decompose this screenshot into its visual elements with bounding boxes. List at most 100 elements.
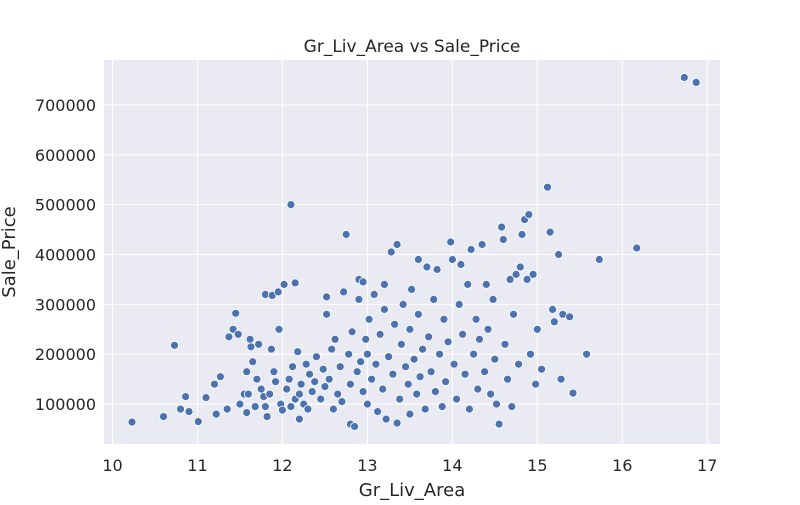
- scatter-point: [367, 374, 377, 384]
- scatter-point: [481, 279, 491, 289]
- scatter-point: [413, 255, 423, 264]
- scatter-point: [296, 379, 306, 389]
- scatter-point: [294, 414, 304, 424]
- scatter-point: [127, 417, 137, 427]
- scatter-point: [224, 332, 234, 342]
- scatter-point: [395, 394, 405, 404]
- scatter-point: [335, 362, 345, 372]
- scatter-point: [537, 364, 546, 374]
- scatter-point: [386, 247, 396, 257]
- scatter-point: [181, 392, 191, 402]
- scatter-point: [362, 399, 372, 409]
- scatter-point: [362, 349, 372, 359]
- scatter-point: [471, 314, 481, 324]
- scatter-point: [526, 349, 535, 359]
- scatter-point: [548, 304, 557, 314]
- scatter-point: [460, 369, 470, 379]
- scatter-point: [415, 372, 425, 382]
- scatter-point: [235, 399, 245, 409]
- scatter-point: [327, 344, 337, 354]
- scatter-point: [375, 329, 385, 339]
- scatter-point: [288, 362, 298, 372]
- scatter-point: [517, 230, 527, 239]
- scatter-point: [266, 344, 276, 354]
- data-points: [127, 73, 701, 431]
- scatter-point: [392, 418, 402, 428]
- y-axis-label: Sale_Price: [0, 206, 20, 297]
- scatter-point: [473, 384, 483, 394]
- scatter-point: [352, 367, 362, 377]
- scatter-point: [303, 404, 313, 414]
- scatter-point: [426, 367, 436, 377]
- x-tick-label: 10: [102, 456, 122, 475]
- scatter-point: [379, 304, 389, 314]
- scatter-point: [282, 384, 292, 394]
- scatter-point: [454, 299, 464, 309]
- scatter-point: [318, 364, 328, 374]
- scatter-point: [381, 414, 391, 424]
- scatter-point: [511, 269, 521, 279]
- scatter-point: [556, 374, 566, 384]
- scatter-point: [373, 407, 383, 417]
- scatter-point: [475, 334, 484, 344]
- scatter-point: [412, 389, 422, 399]
- scatter-point: [691, 78, 701, 87]
- scatter-point: [456, 260, 466, 269]
- scatter-point: [358, 387, 368, 397]
- scatter-point: [446, 237, 456, 247]
- x-tick-label: 17: [697, 456, 717, 475]
- scatter-point: [409, 354, 419, 364]
- scatter-point: [458, 329, 468, 339]
- scatter-point: [184, 407, 194, 417]
- scatter-point: [632, 243, 642, 253]
- scatter-point: [356, 357, 366, 367]
- scatter-point: [328, 404, 338, 414]
- scatter-point: [284, 374, 294, 384]
- scatter-point: [215, 372, 225, 382]
- scatter-point: [477, 240, 487, 249]
- scatter-point: [543, 182, 552, 192]
- x-tick-label: 12: [272, 456, 292, 475]
- scatter-point: [344, 349, 354, 359]
- grid-lines: [104, 60, 720, 444]
- scatter-point: [330, 334, 340, 344]
- scatter-point: [463, 279, 473, 289]
- scatter-point: [435, 349, 445, 359]
- scatter-point: [222, 404, 232, 414]
- scatter-point: [242, 367, 252, 377]
- scatter-point: [337, 397, 347, 407]
- y-tick-label: 500000: [35, 196, 96, 215]
- scatter-point: [443, 337, 453, 347]
- scatter-point: [405, 324, 415, 334]
- scatter-point: [262, 412, 272, 422]
- scatter-point: [392, 240, 402, 249]
- scatter-point: [350, 422, 360, 431]
- scatter-point: [311, 352, 321, 362]
- scatter-point: [549, 317, 559, 327]
- scatter-point: [594, 255, 604, 264]
- scatter-point: [480, 367, 490, 377]
- scatter-point: [407, 284, 417, 294]
- scatter-point: [339, 287, 349, 297]
- scatter-point: [322, 309, 332, 319]
- scatter-point: [293, 347, 303, 357]
- scatter-point: [429, 294, 439, 304]
- scatter-point: [486, 389, 496, 399]
- scatter-point: [274, 324, 284, 334]
- scatter-point: [364, 314, 374, 324]
- scatter-point: [243, 389, 253, 399]
- y-tick-label: 100000: [35, 395, 96, 414]
- scatter-point: [497, 222, 507, 232]
- scatter-point: [211, 409, 221, 419]
- y-tick-label: 600000: [35, 146, 96, 165]
- scatter-point: [582, 349, 591, 359]
- scatter-point: [500, 339, 510, 349]
- scatter-point: [439, 314, 449, 324]
- scatter-point: [522, 274, 532, 284]
- scatter-point: [210, 379, 219, 389]
- scatter-point: [322, 292, 332, 302]
- tick-labels: 10 11 12 13 14 15 16 17 100000 200000 300000 400000…: [35, 96, 718, 475]
- y-tick-label: 200000: [35, 345, 96, 364]
- chart-title: Gr_Liv_Area vs Sale_Price: [304, 37, 521, 57]
